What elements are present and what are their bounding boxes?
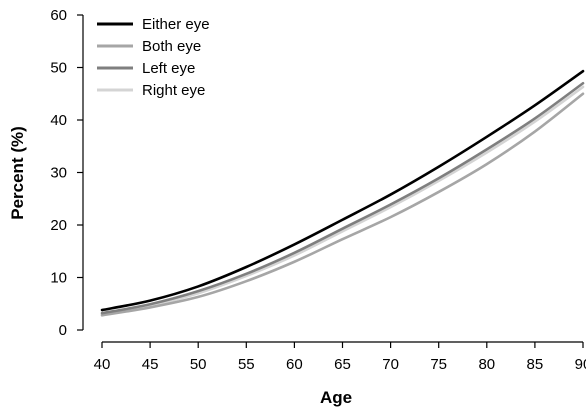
y-tick-label: 40 bbox=[50, 112, 67, 129]
series-lines bbox=[100, 69, 585, 317]
legend-label-left-eye: Left eye bbox=[142, 60, 195, 77]
x-tick-label: 45 bbox=[142, 356, 159, 373]
y-ticks: 0 10 20 30 40 50 60 bbox=[50, 7, 83, 339]
x-tick-label: 55 bbox=[238, 356, 255, 373]
legend-label-either-eye: Either eye bbox=[142, 16, 210, 33]
y-axis-title: Percent (%) bbox=[8, 126, 27, 220]
legend: Either eye Both eye Left eye Right eye bbox=[97, 16, 210, 99]
y-tick-label: 10 bbox=[50, 270, 67, 287]
y-tick-label: 20 bbox=[50, 217, 67, 234]
x-tick-label: 40 bbox=[94, 356, 111, 373]
y-tick-label: 50 bbox=[50, 60, 67, 77]
y-tick-label: 0 bbox=[59, 322, 67, 339]
x-tick-label: 60 bbox=[286, 356, 303, 373]
x-tick-label: 75 bbox=[430, 356, 447, 373]
series-line-right-eye bbox=[100, 85, 585, 316]
legend-label-both-eye: Both eye bbox=[142, 38, 201, 55]
x-tick-label: 65 bbox=[334, 356, 351, 373]
x-tick-label: 70 bbox=[382, 356, 399, 373]
axes: 0 10 20 30 40 50 60 40 45 50 55 60 65 70 75 80 85 90 bbox=[50, 7, 586, 373]
series-line-either-eye bbox=[100, 69, 585, 312]
y-tick-label: 30 bbox=[50, 165, 67, 182]
x-tick-label: 50 bbox=[190, 356, 207, 373]
x-tick-label: 80 bbox=[478, 356, 495, 373]
x-tick-label: 90 bbox=[575, 356, 586, 373]
series-line-both-eye bbox=[100, 92, 585, 317]
x-axis-title: Age bbox=[320, 388, 352, 407]
y-tick-label: 60 bbox=[50, 7, 67, 24]
series-line-left-eye bbox=[100, 81, 585, 315]
legend-label-right-eye: Right eye bbox=[142, 82, 205, 99]
x-ticks: 40 45 50 55 60 65 70 75 80 85 90 bbox=[94, 342, 586, 373]
x-tick-label: 85 bbox=[527, 356, 544, 373]
